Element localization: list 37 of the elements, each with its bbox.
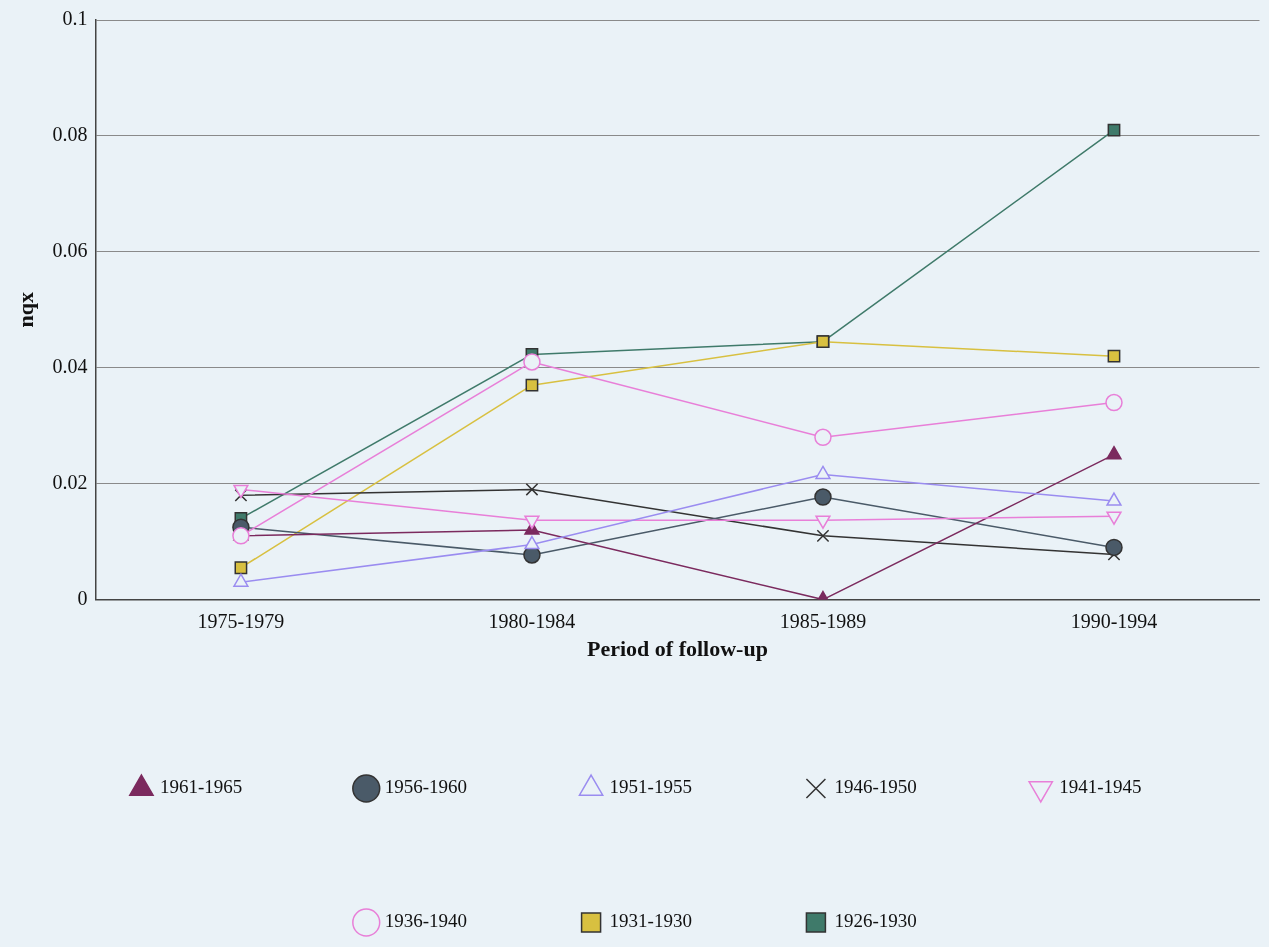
- y-tick-label: 0.08: [52, 123, 88, 146]
- point: [525, 483, 539, 496]
- point: [232, 527, 250, 545]
- y-tick-label: 0.02: [52, 470, 88, 493]
- y-tick-label: 0: [77, 586, 88, 609]
- x-axis-title: Period of follow-up: [587, 636, 768, 662]
- point: [525, 378, 539, 392]
- point: [814, 428, 832, 447]
- legend-label: 1941-1945: [1059, 776, 1142, 798]
- point: [1105, 393, 1123, 412]
- point: [814, 488, 832, 506]
- x-tick-label: 1990-1994: [1070, 609, 1158, 632]
- point: [815, 515, 831, 529]
- point: [816, 529, 830, 543]
- y-tick-label: 0.1: [62, 7, 88, 30]
- point: [1106, 511, 1122, 525]
- x-tick-label: 1980-1984: [488, 609, 576, 632]
- point: [1105, 538, 1123, 557]
- y-axis-title: nqx: [12, 292, 38, 328]
- point: [234, 561, 248, 575]
- legend-label: 1956-1960: [384, 776, 468, 798]
- legend-label: 1961-1965: [159, 776, 243, 798]
- point: [524, 515, 540, 529]
- y-tick-label: 0.04: [52, 355, 88, 378]
- legend-label: 1936-1940: [384, 910, 468, 932]
- y-tick-label: 0.06: [52, 239, 88, 262]
- point: [523, 353, 541, 371]
- x-tick-label: 1975-1979: [197, 609, 285, 632]
- legend-label: 1931-1930: [609, 910, 692, 932]
- x-tick-label: 1985-1989: [779, 609, 867, 632]
- point: [1107, 123, 1121, 137]
- point: [1107, 349, 1121, 363]
- legend-label: 1926-1930: [834, 910, 917, 932]
- point: [233, 484, 249, 499]
- point: [234, 488, 248, 502]
- legend-label: 1946-1950: [834, 776, 917, 798]
- legend-label: 1951-1955: [609, 776, 692, 798]
